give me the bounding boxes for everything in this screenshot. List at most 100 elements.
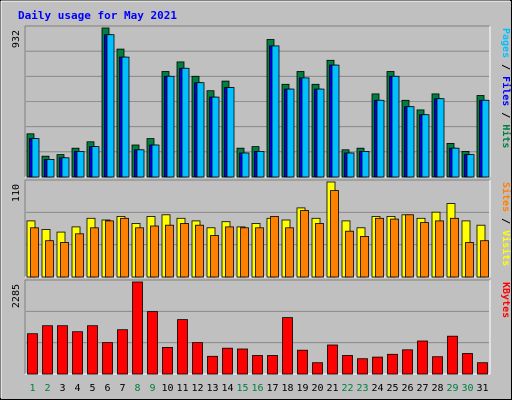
x-tick-label-21: 21	[326, 383, 338, 394]
panel-visits-sites: 110 Sites / Visits	[11, 179, 512, 278]
series-legend-label: Sites / Visits	[500, 182, 512, 266]
bar-pages-day-28	[436, 98, 445, 178]
bar-pages-day-4	[76, 150, 85, 178]
x-tick-label-10: 10	[161, 383, 173, 394]
x-tick-label-29: 29	[446, 383, 458, 394]
bar-kbytes-day-27	[417, 340, 428, 375]
bar-pages-day-17	[271, 45, 280, 178]
bar-pages-day-30	[466, 154, 475, 178]
bar-pages-day-6	[106, 34, 115, 178]
bar-sites-day-13	[210, 235, 219, 278]
bar-sites-day-1	[30, 227, 39, 278]
x-tick-label-6: 6	[104, 383, 110, 394]
bar-pages-day-29	[451, 147, 460, 178]
bar-sites-day-29	[450, 217, 459, 278]
x-tick-label-3: 3	[59, 383, 65, 394]
chart-title: Daily usage for May 2021	[18, 9, 177, 22]
bar-pages-day-21	[331, 64, 340, 178]
bar-pages-day-16	[256, 150, 265, 178]
x-tick-label-23: 23	[356, 383, 368, 394]
x-tick-label-30: 30	[461, 383, 473, 394]
bar-kbytes-day-5	[87, 325, 98, 375]
bar-pages-day-31	[481, 99, 490, 178]
x-tick-label-7: 7	[119, 383, 125, 394]
bar-kbytes-day-2	[42, 325, 53, 375]
bar-kbytes-day-9	[147, 311, 158, 375]
bar-kbytes-day-4	[72, 331, 83, 375]
x-tick-label-17: 17	[266, 383, 278, 394]
bar-sites-day-4	[75, 233, 84, 278]
bar-sites-day-5	[90, 227, 99, 278]
y-axis-max-label: 110	[11, 184, 22, 202]
bar-kbytes-day-31	[477, 362, 488, 375]
x-tick-label-2: 2	[44, 383, 50, 394]
bar-pages-day-27	[421, 114, 430, 178]
bar-kbytes-day-3	[57, 325, 68, 375]
bar-sites-day-20	[315, 223, 324, 278]
bar-sites-day-21	[330, 190, 339, 278]
bar-pages-day-7	[121, 56, 130, 178]
x-tick-label-11: 11	[176, 383, 188, 394]
x-tick-label-25: 25	[386, 383, 398, 394]
bar-sites-day-9	[150, 225, 159, 278]
bar-sites-day-3	[60, 242, 69, 278]
x-tick-label-4: 4	[74, 383, 80, 394]
bar-pages-day-8	[136, 149, 145, 178]
bar-kbytes-day-19	[297, 349, 308, 375]
x-tick-label-13: 13	[206, 383, 218, 394]
x-tick-label-19: 19	[296, 383, 308, 394]
bar-kbytes-day-16	[252, 355, 263, 375]
bar-pages-day-11	[181, 67, 190, 178]
bar-kbytes-day-21	[327, 344, 338, 375]
x-tick-label-26: 26	[401, 383, 413, 394]
bar-sites-day-2	[45, 240, 54, 278]
bar-pages-day-12	[196, 82, 205, 178]
bar-sites-day-12	[195, 224, 204, 278]
bar-sites-day-30	[465, 242, 474, 278]
bar-sites-day-17	[270, 216, 279, 278]
x-tick-label-18: 18	[281, 383, 293, 394]
x-tick-label-15: 15	[236, 383, 248, 394]
x-axis-labels: 1 2 3 4 5 6 7 8 9 10 11 12 13 14 15 16 17 18 19 20 21 22 23 24 2…	[29, 383, 488, 394]
bar-kbytes-day-7	[117, 329, 128, 375]
bar-sites-day-14	[225, 226, 234, 278]
bar-pages-day-18	[286, 88, 295, 178]
bar-sites-day-23	[360, 235, 369, 278]
bar-sites-day-16	[255, 227, 264, 278]
bar-kbytes-day-29	[447, 335, 458, 375]
bar-sites-day-22	[345, 230, 354, 278]
bar-pages-day-22	[346, 152, 355, 178]
x-tick-label-28: 28	[431, 383, 443, 394]
bar-pages-day-20	[316, 88, 325, 178]
panel-hits-files-pages: 932 Pages / Files / Hits	[11, 25, 512, 178]
x-tick-label-14: 14	[221, 383, 233, 394]
bar-sites-day-26	[405, 214, 414, 278]
x-tick-label-9: 9	[149, 383, 155, 394]
bar-sites-day-19	[300, 210, 309, 278]
bar-kbytes-day-1	[27, 333, 38, 375]
bar-sites-day-6	[105, 220, 114, 278]
bar-pages-day-5	[91, 146, 100, 178]
bar-sites-day-8	[135, 227, 144, 278]
bar-pages-day-1	[31, 138, 40, 178]
x-tick-label-8: 8	[134, 383, 140, 394]
x-tick-label-1: 1	[29, 383, 35, 394]
bar-pages-day-19	[301, 77, 310, 178]
x-tick-label-5: 5	[89, 383, 95, 394]
bar-kbytes-day-6	[102, 342, 113, 375]
bar-sites-day-10	[165, 224, 174, 278]
y-axis-max-label: 932	[11, 30, 22, 48]
bar-kbytes-day-14	[222, 347, 233, 375]
bar-kbytes-day-23	[357, 358, 368, 375]
bar-kbytes-day-30	[462, 353, 473, 375]
bar-kbytes-day-28	[432, 356, 443, 375]
bar-kbytes-day-13	[207, 355, 218, 375]
bar-sites-day-31	[480, 240, 489, 278]
bar-kbytes-day-25	[387, 353, 398, 375]
x-tick-label-22: 22	[341, 383, 353, 394]
x-tick-label-31: 31	[476, 383, 488, 394]
series-legend-label: Pages / Files / Hits	[500, 28, 512, 148]
bar-sites-day-28	[435, 220, 444, 278]
chart-panels: 932 Pages / Files / Hits 110 Sites / Visits…	[11, 25, 512, 375]
